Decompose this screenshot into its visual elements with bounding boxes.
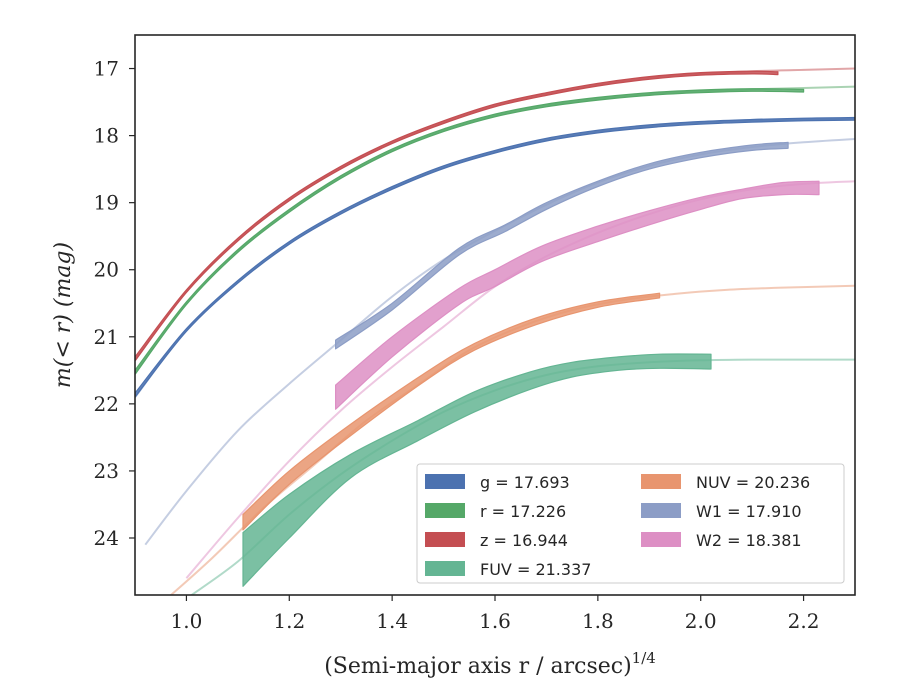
- data-band-g: [135, 116, 855, 398]
- x-axis-title-main: (Semi-major axis r / arcsec): [324, 654, 631, 679]
- legend-label-w1: W1 = 17.910: [696, 502, 802, 521]
- x-tick-label: 1.6: [479, 609, 511, 633]
- series-layer: [135, 67, 855, 595]
- y-tick-label: 24: [94, 526, 119, 550]
- y-tick-label: 21: [94, 325, 119, 349]
- x-tick-label: 1.2: [273, 609, 305, 633]
- series-g: [135, 116, 855, 398]
- legend-label-z: z = 16.944: [480, 531, 568, 550]
- x-tick-label: 1.8: [582, 609, 614, 633]
- legend-swatch-z: [425, 532, 465, 547]
- data-band-w2: [335, 180, 820, 410]
- legend-swatch-nuv: [641, 474, 681, 489]
- series-nuv: [170, 284, 855, 595]
- legend-label-fuv: FUV = 21.337: [480, 560, 591, 579]
- data-band-fuv: [242, 353, 712, 587]
- legend-swatch-w1: [641, 503, 681, 518]
- series-z: [135, 67, 855, 362]
- x-tick-label: 1.4: [376, 609, 408, 633]
- y-tick-label: 20: [94, 258, 119, 282]
- legend-frame: [416, 463, 845, 584]
- data-band-z: [135, 70, 779, 362]
- y-tick-label: 18: [94, 124, 119, 148]
- y-tick-label: 23: [94, 459, 119, 483]
- series-fuv: [191, 353, 855, 595]
- data-band-nuv: [242, 292, 661, 531]
- series-w1: [144, 138, 855, 546]
- tick-layer: 1.0 1.2 1.4 1.6 1.8 2.0 2.2 17 18 19 20 21 22 23 24: [94, 57, 820, 633]
- y-tick-label: 22: [94, 392, 119, 416]
- data-band-r: [135, 88, 805, 375]
- legend-label-g: g = 17.693: [480, 473, 570, 492]
- y-tick-label: 17: [94, 57, 119, 81]
- legend: g = 17.693 r = 17.226 z = 16.944 FUV = 21.3…: [416, 463, 845, 584]
- x-tick-label: 1.0: [171, 609, 203, 633]
- x-axis-title-exponent: 1/4: [632, 649, 656, 667]
- legend-label-nuv: NUV = 20.236: [696, 473, 810, 492]
- legend-swatch-w2: [641, 532, 681, 547]
- x-tick-label: 2.2: [788, 609, 820, 633]
- legend-label-r: r = 17.226: [480, 502, 566, 521]
- y-tick-label: 19: [94, 191, 119, 215]
- series-w2: [185, 180, 855, 579]
- legend-swatch-fuv: [425, 561, 465, 576]
- legend-swatch-r: [425, 503, 465, 518]
- x-axis-title: (Semi-major axis r / arcsec)1/4: [324, 649, 656, 679]
- legend-label-w2: W2 = 18.381: [696, 531, 802, 550]
- x-tick-label: 2.0: [685, 609, 717, 633]
- data-band-w1: [335, 141, 789, 350]
- legend-swatch-g: [425, 474, 465, 489]
- y-axis-title: m(< r) (mag): [51, 242, 76, 388]
- series-r: [135, 85, 855, 375]
